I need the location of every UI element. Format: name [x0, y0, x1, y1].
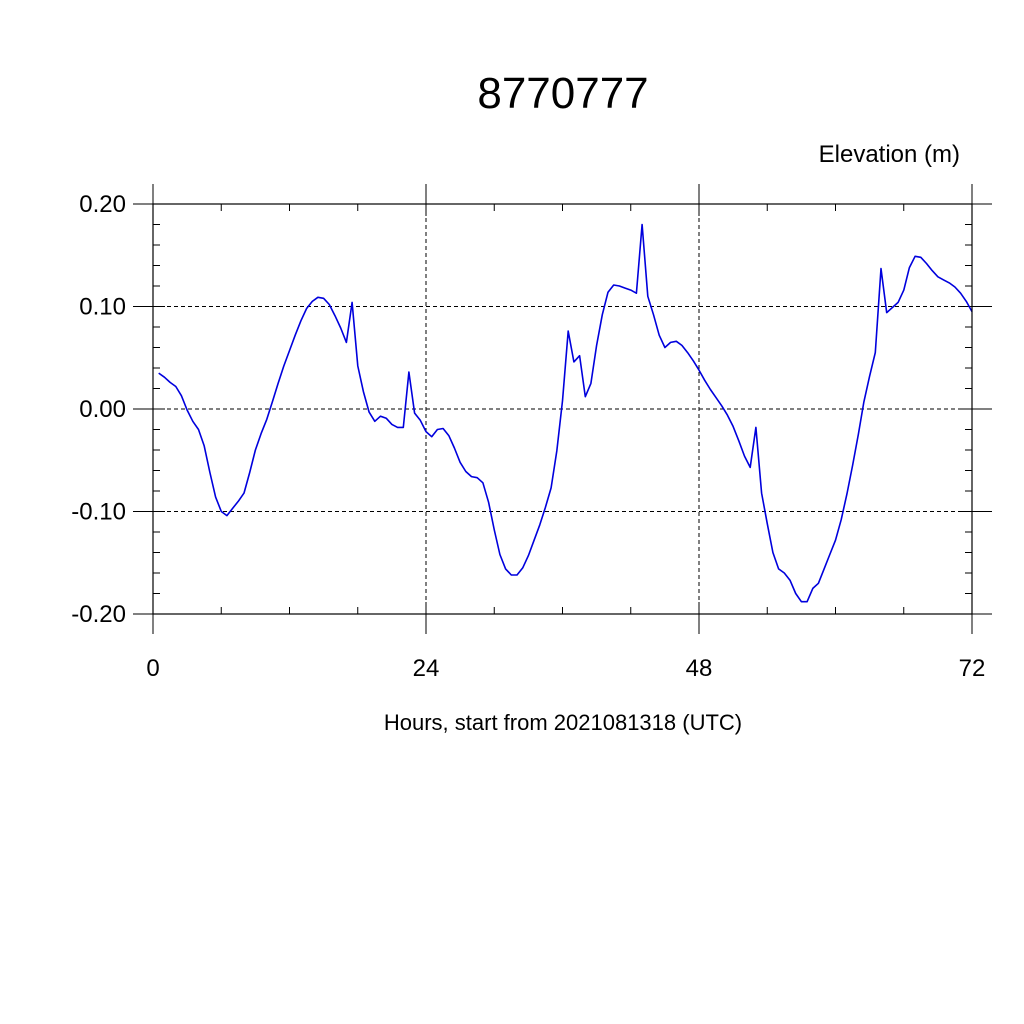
plot-frame: [152, 203, 973, 615]
x-tick-label: 24: [413, 655, 440, 682]
x-tick-labels: 0 24 48 72: [146, 655, 985, 682]
series-layer: [158, 223, 973, 603]
y-tick-label: -0.10: [71, 499, 126, 526]
x-tick-label: 0: [146, 655, 159, 682]
y-tick-label: 0.10: [79, 294, 126, 321]
series-line-elevation: [158, 223, 973, 603]
x-tick-label: 72: [959, 655, 986, 682]
axis-frame: [152, 203, 973, 615]
grid-lines: [153, 203, 972, 615]
units-label: Elevation (m): [819, 141, 960, 168]
minor-ticks: [153, 204, 972, 614]
y-tick-label: -0.20: [71, 601, 126, 628]
y-tick-label: 0.00: [79, 396, 126, 423]
y-tick-labels: 0.20 0.10 0.00 -0.10 -0.20: [71, 191, 126, 628]
x-tick-label: 48: [686, 655, 713, 682]
chart-title: 8770777: [477, 69, 648, 118]
y-tick-label: 0.20: [79, 191, 126, 218]
x-axis-label: Hours, start from 2021081318 (UTC): [384, 710, 742, 735]
